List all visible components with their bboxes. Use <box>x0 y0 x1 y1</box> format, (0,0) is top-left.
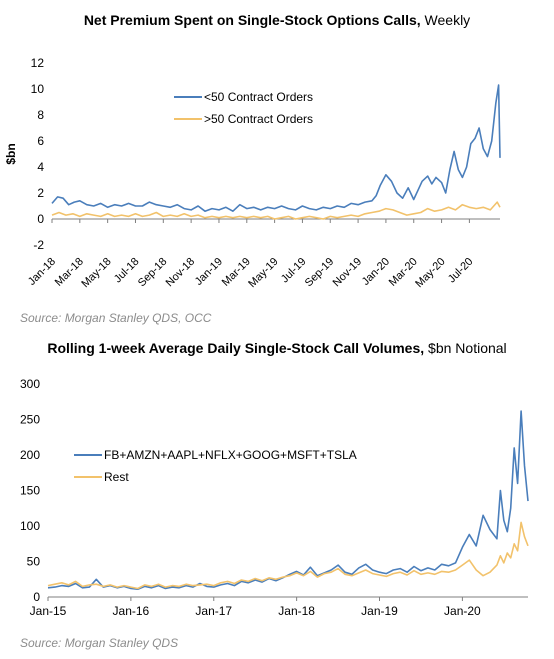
chart2-xtick-label: Jan-20 <box>444 604 481 618</box>
chart1-xtick-label: Jan-20 <box>360 256 392 288</box>
chart1-xtick-label: Jan-19 <box>193 256 225 288</box>
chart2-ytick-label: 0 <box>33 590 40 604</box>
chart1-ytick-label: 6 <box>37 134 44 148</box>
chart1-xtick-label: Jan-18 <box>26 256 58 288</box>
chart1-ytick-label: 0 <box>37 212 44 226</box>
chart-call-volumes: Rolling 1-week Average Daily Single-Stoc… <box>0 330 554 659</box>
chart1-xtick-label: May-20 <box>413 256 447 290</box>
chart2-source: Source: Morgan Stanley QDS <box>20 636 179 650</box>
chart1-title-normal: Weekly <box>424 12 471 28</box>
chart2-xtick-label: Jan-16 <box>113 604 150 618</box>
chart1-xtick-label: Jul-20 <box>446 256 476 286</box>
chart1-series-line-0 <box>51 84 501 212</box>
chart2-legend-label-0: FB+AMZN+AAPL+NFLX+GOOG+MSFT+TSLA <box>104 448 357 462</box>
chart1-ytick-label: 10 <box>31 82 45 96</box>
chart2-xtick-label: Jan-18 <box>278 604 315 618</box>
chart2-legend-label-1: Rest <box>104 470 129 484</box>
chart2-series-line-0 <box>47 410 529 591</box>
chart1-ylabel: $bn <box>4 143 18 164</box>
chart2-ytick-label: 50 <box>27 555 41 569</box>
chart1-ytick-label: 12 <box>31 56 45 70</box>
chart2-series-line-1 <box>47 521 529 590</box>
chart1-ytick-label: 4 <box>37 160 44 174</box>
chart2-plot: 0 50 100 150 200 250 300 Jan-15 Jan-16 Jan-17 Jan-… <box>20 377 529 618</box>
chart1-xtick-label: Nov-18 <box>164 256 198 290</box>
chart2-ytick-label: 250 <box>20 413 40 427</box>
chart-net-premium: Net Premium Spent on Single-Stock Option… <box>0 12 554 325</box>
chart1-xtick-label: May-18 <box>79 256 113 290</box>
chart2-ytick-label: 300 <box>20 377 40 391</box>
chart1-ytick-label: -2 <box>33 238 44 252</box>
chart1-legend-label-1: >50 Contract Orders <box>204 112 313 126</box>
chart1-ytick-label: 8 <box>37 108 44 122</box>
chart1-title-bold: Net Premium Spent on Single-Stock Option… <box>83 12 421 28</box>
chart2-title-normal: $bn Notional <box>428 340 507 356</box>
chart1-series-line-1 <box>51 201 501 220</box>
chart1-xtick-label: Sep-18 <box>136 256 170 290</box>
chart1-plot: -2024681012Jan-18Mar-18May-18Jul-18Sep-1… <box>4 56 501 290</box>
chart1-xtick-label: May-19 <box>246 256 280 290</box>
chart1-ytick-label: 2 <box>37 186 44 200</box>
chart2-xtick-label: Jan-17 <box>195 604 232 618</box>
chart2-title: Rolling 1-week Average Daily Single-Stoc… <box>0 340 554 357</box>
chart2-title-bold: Rolling 1-week Average Daily Single-Stoc… <box>47 340 425 356</box>
chart1-source: Source: Morgan Stanley QDS, OCC <box>20 311 212 325</box>
chart2-ytick-label: 150 <box>20 484 40 498</box>
chart2-xtick-label: Jan-15 <box>30 604 67 618</box>
chart2-ytick-label: 200 <box>20 448 40 462</box>
chart2-xtick-label: Jan-19 <box>361 604 398 618</box>
chart1-xtick-label: Nov-19 <box>331 256 365 290</box>
chart1-title: Net Premium Spent on Single-Stock Option… <box>0 12 554 29</box>
chart1-xtick-label: Sep-19 <box>303 256 337 290</box>
chart1-legend-label-0: <50 Contract Orders <box>204 90 313 104</box>
chart2-ytick-label: 100 <box>20 519 40 533</box>
